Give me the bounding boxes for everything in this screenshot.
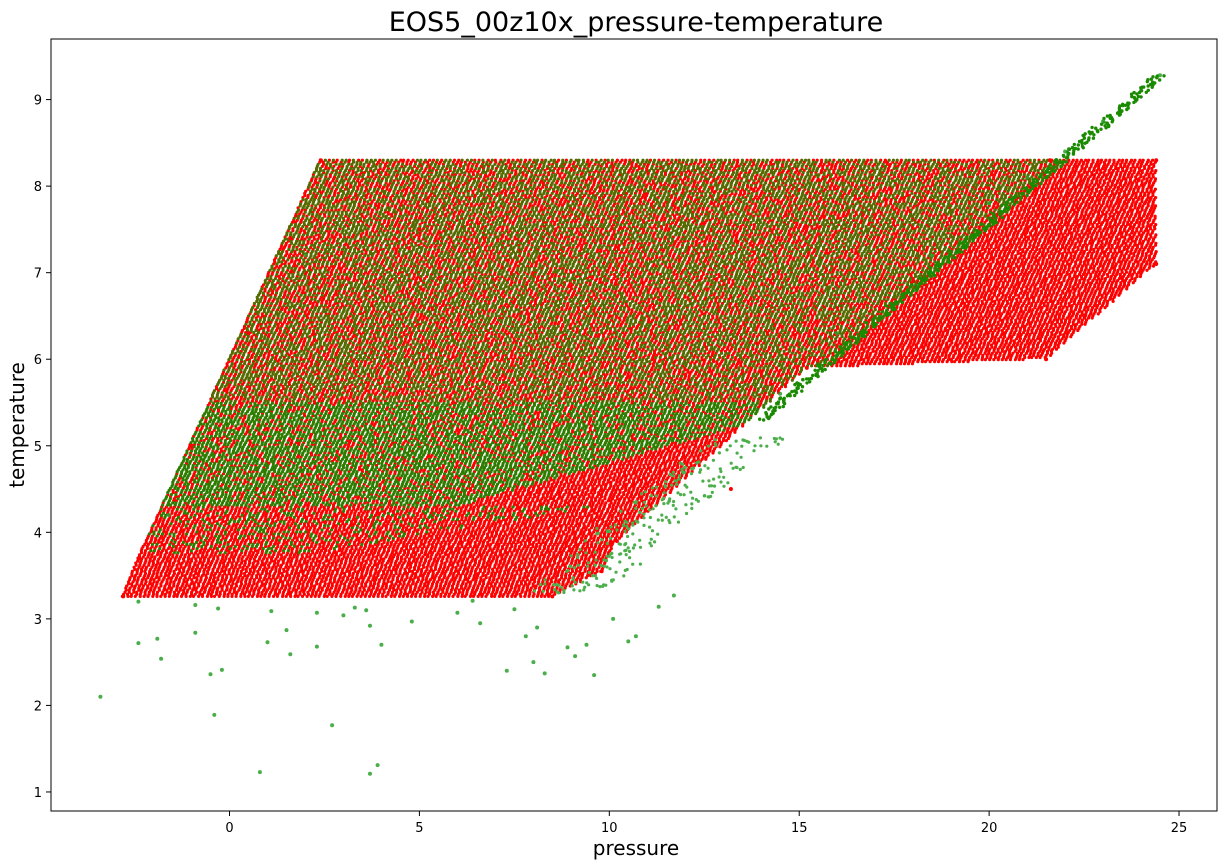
point	[382, 530, 385, 533]
chart-title: EOS5_00z10x_pressure-temperature	[389, 7, 884, 38]
point	[153, 555, 156, 558]
point	[350, 545, 353, 548]
